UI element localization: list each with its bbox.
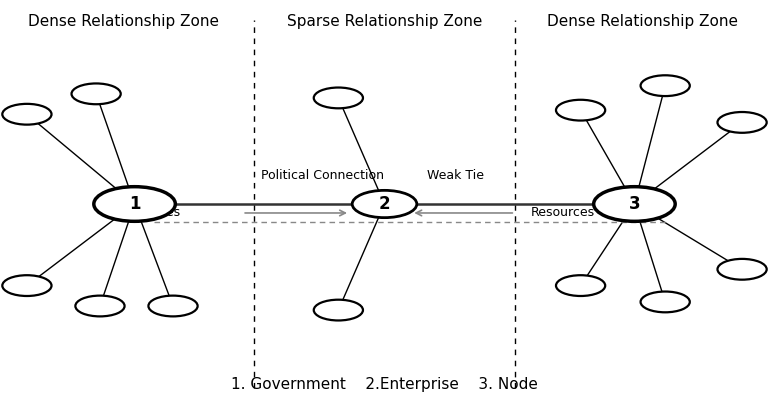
Text: Dense Relationship Zone: Dense Relationship Zone <box>547 14 737 29</box>
Text: Resources: Resources <box>531 206 594 220</box>
Text: Resources: Resources <box>117 206 181 220</box>
Ellipse shape <box>594 187 675 221</box>
Text: Sparse Relationship Zone: Sparse Relationship Zone <box>287 14 482 29</box>
Ellipse shape <box>75 296 125 316</box>
Text: 3: 3 <box>628 195 641 213</box>
Ellipse shape <box>717 259 767 279</box>
Ellipse shape <box>556 275 605 296</box>
Ellipse shape <box>556 100 605 120</box>
Ellipse shape <box>2 104 52 124</box>
Ellipse shape <box>314 300 363 320</box>
Ellipse shape <box>72 84 121 104</box>
Ellipse shape <box>2 275 52 296</box>
Text: 2: 2 <box>378 195 391 213</box>
Text: Weak Tie: Weak Tie <box>427 169 484 182</box>
Text: Political Connection: Political Connection <box>261 169 384 182</box>
Ellipse shape <box>641 292 690 312</box>
Ellipse shape <box>641 75 690 96</box>
Text: 1: 1 <box>129 195 140 213</box>
Ellipse shape <box>148 296 198 316</box>
Ellipse shape <box>94 187 175 221</box>
Ellipse shape <box>352 191 417 217</box>
Text: Dense Relationship Zone: Dense Relationship Zone <box>28 14 218 29</box>
Ellipse shape <box>717 112 767 133</box>
Text: 1. Government    2.Enterprise    3. Node: 1. Government 2.Enterprise 3. Node <box>231 377 538 392</box>
Ellipse shape <box>314 88 363 108</box>
